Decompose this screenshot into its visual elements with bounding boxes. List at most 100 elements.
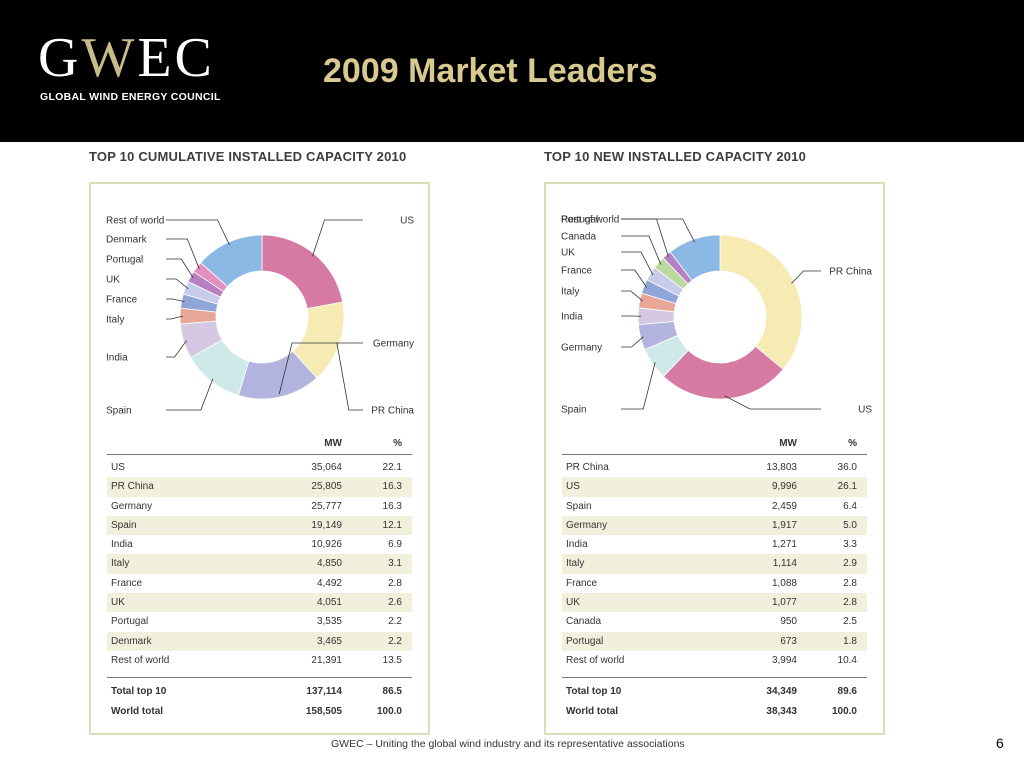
- country-cell: PR China: [111, 481, 154, 493]
- leader-line: [312, 219, 363, 257]
- gwec-logo: GWEC: [38, 27, 215, 89]
- leader-line: [621, 362, 656, 410]
- pct-cell: 2.9: [843, 558, 857, 570]
- slice-label: PR China: [371, 406, 414, 417]
- mw-cell: 25,777: [311, 500, 342, 512]
- leader-line: [621, 251, 654, 276]
- mw-cell: 21,391: [311, 654, 342, 666]
- pct-cell: 2.2: [388, 616, 402, 628]
- total-label: World total: [566, 705, 619, 717]
- country-cell: France: [111, 577, 143, 589]
- country-cell: Germany: [111, 500, 153, 512]
- leader-line: [166, 219, 230, 246]
- slice-pr-china: [719, 234, 803, 370]
- table-header: MW %: [107, 434, 412, 455]
- mw-cell: 1,917: [771, 519, 797, 531]
- slice-label: Germany: [373, 339, 414, 350]
- table-row: Spain 2,459 6.4: [562, 497, 867, 516]
- total-top10-row: Total top 10 137,114 86.5: [107, 682, 412, 701]
- new-table: MW % PR China 13,803 36.0 US 9,996 26.1 Spain 2…: [562, 434, 867, 721]
- leader-line: [621, 235, 662, 265]
- slice-us: [261, 234, 344, 310]
- country-cell: France: [566, 577, 598, 589]
- table-row: Germany 25,777 16.3: [107, 497, 412, 516]
- mw-cell: 3,535: [316, 616, 342, 628]
- country-cell: Portugal: [111, 616, 149, 628]
- total-mw: 137,114: [306, 686, 342, 698]
- pct-cell: 2.5: [843, 616, 857, 628]
- slice-label: Italy: [561, 287, 579, 298]
- leader-line: [621, 336, 644, 348]
- total-top10-row: Total top 10 34,349 89.6: [562, 682, 867, 701]
- slice-label: India: [106, 353, 128, 364]
- leader-line: [166, 278, 189, 290]
- table-header: MW %: [562, 434, 867, 455]
- pct-cell: 2.2: [388, 635, 402, 647]
- total-pct: 100.0: [831, 705, 857, 717]
- leader-line: [166, 298, 185, 302]
- country-cell: PR China: [566, 462, 609, 473]
- total-pct: 100.0: [376, 705, 402, 717]
- slice-label: France: [561, 266, 593, 277]
- table-row: US 35,064 22.1: [107, 458, 412, 477]
- total-mw: 34,349: [766, 686, 797, 698]
- country-cell: Rest of world: [111, 654, 170, 666]
- country-cell: US: [566, 481, 580, 493]
- slice-label: US: [400, 216, 414, 227]
- slice-label: Portugal: [561, 215, 598, 226]
- leader-line: [621, 218, 696, 243]
- mw-cell: 2,459: [771, 500, 797, 512]
- country-cell: Spain: [566, 500, 592, 512]
- country-cell: India: [566, 539, 588, 551]
- leader-line: [791, 270, 821, 284]
- mw-cell: 3,994: [771, 654, 797, 666]
- cumulative-chart-title: TOP 10 CUMULATIVE INSTALLED CAPACITY 201…: [89, 149, 407, 164]
- mw-cell: 1,088: [771, 577, 797, 589]
- slice-label: Denmark: [106, 235, 148, 246]
- country-cell: Canada: [566, 616, 602, 628]
- pct-header: %: [848, 438, 857, 449]
- table-row: UK 4,051 2.6: [107, 593, 412, 613]
- table-row: India 10,926 6.9: [107, 535, 412, 554]
- leader-line: [336, 342, 363, 411]
- total-mw: 38,343: [766, 705, 797, 717]
- leader-line: [621, 290, 643, 302]
- slice-label: Rest of world: [561, 215, 619, 226]
- slice-label: Italy: [106, 315, 124, 326]
- country-cell: Italy: [566, 558, 585, 570]
- pct-cell: 6.4: [843, 500, 857, 512]
- country-cell: Rest of world: [566, 654, 625, 666]
- total-label: World total: [111, 705, 164, 717]
- slice-label: France: [106, 295, 138, 306]
- leader-line: [621, 269, 648, 288]
- table-row: Portugal 3,535 2.2: [107, 612, 412, 631]
- mw-cell: 35,064: [311, 462, 342, 473]
- pct-cell: 36.0: [837, 462, 857, 473]
- country-cell: Spain: [111, 519, 137, 531]
- mw-cell: 10,926: [311, 539, 342, 551]
- leader-line: [166, 315, 184, 320]
- pct-cell: 22.1: [382, 462, 402, 473]
- pct-cell: 6.9: [388, 539, 402, 551]
- mw-cell: 19,149: [311, 519, 342, 531]
- leader-line: [724, 395, 821, 410]
- slice-label: UK: [106, 275, 120, 286]
- mw-cell: 4,850: [316, 558, 342, 570]
- leader-line: [621, 218, 669, 258]
- pct-cell: 12.1: [382, 519, 402, 531]
- leader-line: [166, 238, 200, 270]
- country-cell: UK: [111, 597, 125, 609]
- total-pct: 86.5: [382, 686, 402, 698]
- pct-cell: 1.8: [843, 635, 857, 647]
- leader-line: [278, 342, 363, 395]
- pct-cell: 2.8: [843, 577, 857, 589]
- table-row: France 4,492 2.8: [107, 574, 412, 593]
- total-mw: 158,505: [305, 705, 342, 717]
- pct-cell: 3.3: [843, 539, 857, 551]
- logo-subtitle: GLOBAL WIND ENERGY COUNCIL: [40, 91, 221, 103]
- slice-label: India: [561, 312, 583, 323]
- mw-cell: 673: [780, 635, 797, 647]
- mw-cell: 4,051: [316, 597, 342, 609]
- slice-rest-of-world: [669, 234, 721, 282]
- total-pct: 89.6: [837, 686, 857, 698]
